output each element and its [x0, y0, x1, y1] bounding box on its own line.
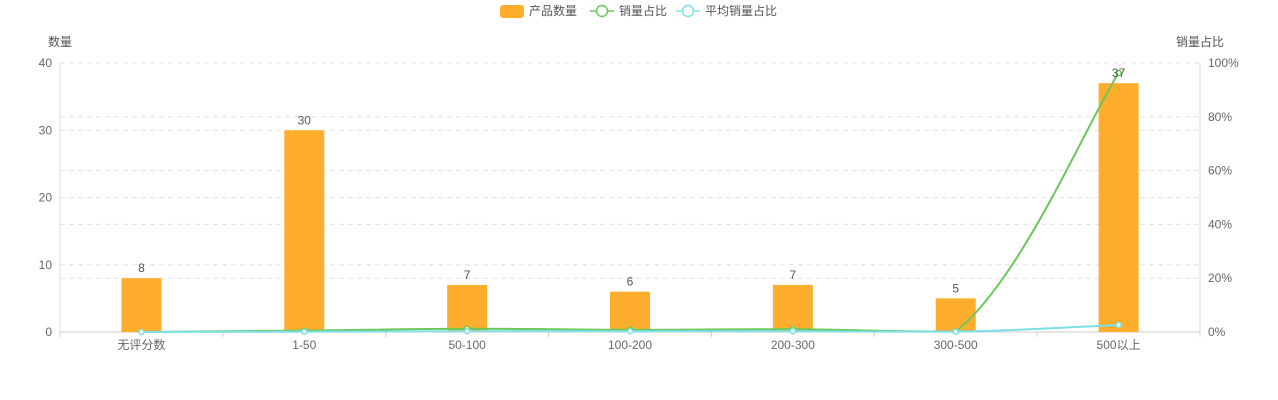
- series-point-2: [626, 327, 634, 335]
- y2-axis-title: 销量占比: [1176, 34, 1224, 49]
- x-tick-label: 100-200: [608, 338, 652, 352]
- y-axis-title: 数量: [48, 34, 72, 49]
- bar-value-label: 8: [138, 261, 145, 275]
- bar: [610, 291, 650, 332]
- bars: [121, 83, 1139, 332]
- legend-item-1[interactable]: 销量占比: [590, 3, 667, 18]
- axes: 0 10 20 30 40 0% 20% 40% 60% 80% 100% 无评分数 1-50 50-10…: [39, 56, 1239, 352]
- bar-value-label: 30: [298, 113, 312, 127]
- y2-tick-label: 20%: [1208, 271, 1232, 285]
- legend-label-bar: 产品数量: [529, 3, 577, 18]
- y-tick-label: 0: [45, 325, 52, 339]
- y2-tick-label: 60%: [1208, 164, 1232, 178]
- legend-item-2[interactable]: 平均销量占比: [676, 3, 777, 18]
- bar: [121, 278, 162, 332]
- bar-value-label: 6: [627, 275, 634, 289]
- bar-value-label: 7: [464, 268, 471, 282]
- legend[interactable]: 产品数量 销量占比 平均销量占比: [500, 3, 777, 18]
- bar-value-label: 7: [790, 268, 797, 282]
- series-point-2: [789, 327, 797, 335]
- lines: [138, 69, 1122, 336]
- legend-label-line: 销量占比: [619, 3, 667, 18]
- legend-swatch-marker: [681, 4, 695, 18]
- y2-tick-label: 0%: [1208, 325, 1226, 339]
- labels: 8 30 7 6 7 5 37: [138, 66, 1125, 295]
- y2-tick-label: 80%: [1208, 110, 1232, 124]
- y2-tick-label: 100%: [1208, 56, 1239, 70]
- bar: [447, 284, 488, 332]
- bar: [935, 298, 976, 332]
- series-point-2: [138, 328, 145, 336]
- series-point-1: [1115, 69, 1122, 77]
- legend-label-line: 平均销量占比: [705, 3, 777, 18]
- y-tick-label: 10: [39, 258, 53, 272]
- legend-swatch-marker: [595, 4, 609, 18]
- y2-tick-label: 40%: [1208, 217, 1232, 231]
- y-tick-label: 20: [39, 191, 53, 205]
- bar-value-label: 37: [1112, 66, 1126, 80]
- x-tick-label: 无评分数: [117, 337, 165, 352]
- x-tick-label: 1-50: [292, 338, 316, 352]
- series-point-2: [301, 328, 308, 335]
- x-tick-label: 500以上: [1097, 338, 1141, 352]
- x-tick-label: 200-300: [771, 338, 815, 352]
- bar: [772, 284, 813, 332]
- gridlines: [60, 62, 1200, 279]
- x-tick-label: 50-100: [448, 338, 486, 352]
- x-tick-label: 300-500: [934, 338, 978, 352]
- series-point-2: [463, 327, 471, 335]
- bar: [1098, 83, 1139, 332]
- series-point-2: [1115, 321, 1122, 329]
- y-tick-label: 40: [39, 56, 53, 70]
- series-point-2: [952, 328, 959, 335]
- y-tick-label: 30: [39, 123, 53, 137]
- bar: [284, 130, 325, 332]
- bar-value-label: 5: [952, 281, 959, 295]
- legend-swatch-bar: [500, 5, 524, 18]
